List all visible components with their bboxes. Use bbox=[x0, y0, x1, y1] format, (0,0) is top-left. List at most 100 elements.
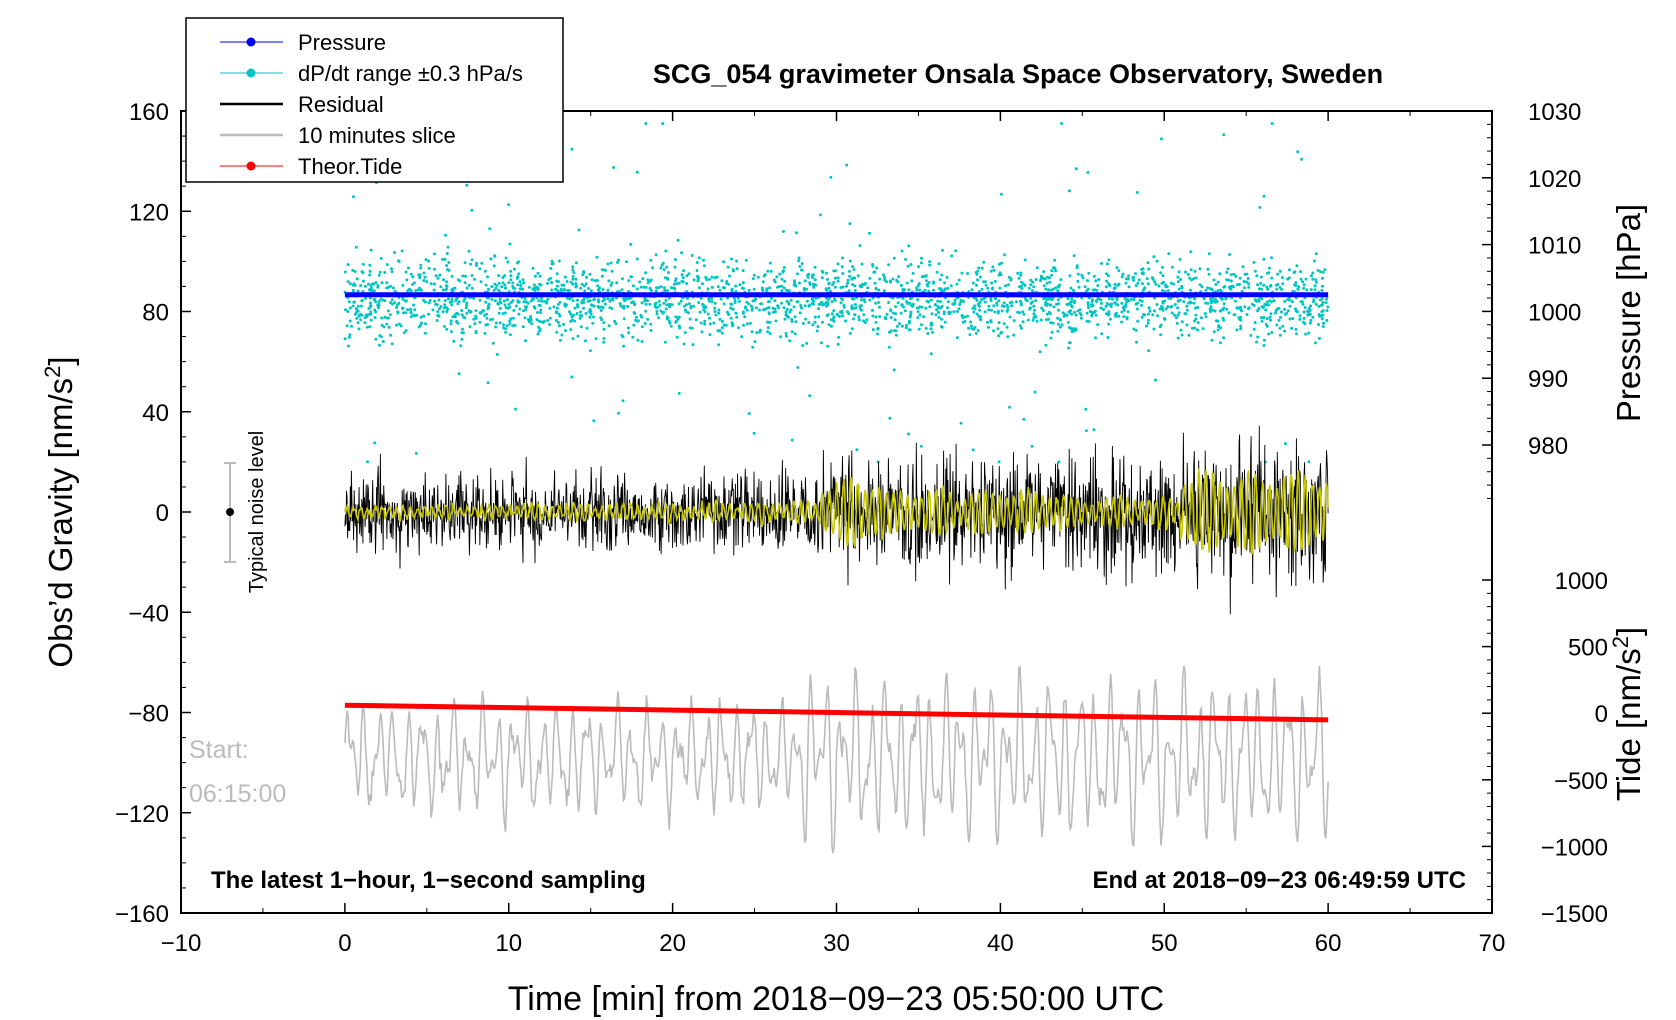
dpdt-point bbox=[556, 321, 560, 324]
dpdt-point bbox=[1239, 327, 1243, 331]
dpdt-point bbox=[555, 306, 559, 310]
y-axis-label-main-sup: 2 bbox=[40, 366, 65, 378]
dpdt-point bbox=[354, 307, 358, 311]
dpdt-point bbox=[1290, 300, 1294, 304]
dpdt-point bbox=[773, 280, 777, 284]
dpdt-point bbox=[1219, 326, 1223, 330]
dpdt-point bbox=[491, 341, 495, 345]
dpdt-point bbox=[908, 301, 912, 305]
dpdt-point bbox=[617, 411, 621, 415]
dpdt-point bbox=[359, 304, 363, 308]
dpdt-point bbox=[354, 245, 358, 249]
dpdt-point bbox=[833, 276, 837, 280]
dpdt-point bbox=[889, 316, 893, 320]
dpdt-point bbox=[872, 270, 876, 274]
dpdt-point bbox=[1187, 301, 1191, 305]
dpdt-point bbox=[729, 306, 733, 310]
dpdt-point bbox=[762, 308, 766, 312]
dpdt-point bbox=[400, 306, 404, 310]
dpdt-point bbox=[353, 283, 357, 287]
dpdt-point bbox=[767, 300, 770, 304]
dpdt-point bbox=[877, 288, 881, 292]
dpdt-point bbox=[881, 273, 885, 277]
bottom-right-note: End at 2018−09−23 06:49:59 UTC bbox=[1092, 867, 1466, 894]
dpdt-point bbox=[562, 288, 566, 291]
dpdt-point bbox=[1176, 280, 1180, 284]
dpdt-point bbox=[646, 317, 650, 321]
dpdt-point bbox=[401, 283, 405, 287]
dpdt-point bbox=[1069, 286, 1073, 290]
dpdt-point bbox=[490, 298, 494, 301]
dpdt-point bbox=[505, 298, 509, 302]
dpdt-point bbox=[1126, 310, 1130, 314]
dpdt-point bbox=[1228, 253, 1232, 256]
dpdt-point bbox=[924, 326, 928, 330]
dpdt-point bbox=[503, 274, 507, 278]
dpdt-point bbox=[832, 280, 836, 284]
dpdt-point bbox=[712, 321, 716, 325]
dpdt-point bbox=[1084, 429, 1088, 433]
dpdt-point bbox=[883, 278, 887, 282]
dpdt-point bbox=[1096, 323, 1100, 327]
dpdt-point bbox=[955, 282, 959, 286]
dpdt-point bbox=[819, 213, 822, 217]
dpdt-point bbox=[601, 299, 605, 303]
dpdt-point bbox=[1045, 298, 1049, 302]
dpdt-point bbox=[489, 257, 493, 261]
dpdt-point bbox=[644, 122, 648, 125]
dpdt-point bbox=[1040, 306, 1044, 310]
dpdt-point bbox=[588, 315, 592, 319]
dpdt-point bbox=[1100, 262, 1103, 265]
dpdt-point bbox=[1241, 265, 1245, 269]
dpdt-point bbox=[851, 317, 855, 321]
dpdt-point bbox=[523, 305, 527, 309]
dpdt-point bbox=[606, 297, 610, 301]
dpdt-point bbox=[1140, 315, 1144, 319]
dpdt-point bbox=[626, 304, 629, 308]
dpdt-point bbox=[1021, 320, 1025, 324]
dpdt-point bbox=[1095, 288, 1099, 292]
dpdt-point bbox=[603, 268, 607, 272]
dpdt-point bbox=[1044, 343, 1048, 347]
dpdt-point bbox=[713, 310, 717, 313]
dpdt-point bbox=[497, 281, 501, 285]
dpdt-point bbox=[780, 289, 784, 293]
dpdt-point bbox=[1160, 305, 1163, 308]
dpdt-point bbox=[669, 286, 673, 290]
tide-series bbox=[344, 702, 1329, 723]
dpdt-point bbox=[1307, 331, 1311, 335]
dpdt-point bbox=[680, 251, 684, 255]
dpdt-point bbox=[811, 282, 815, 286]
dpdt-point bbox=[852, 268, 856, 271]
dpdt-point bbox=[582, 284, 586, 288]
dpdt-point bbox=[663, 340, 667, 344]
dpdt-point bbox=[658, 303, 662, 307]
dpdt-point bbox=[406, 289, 410, 293]
dpdt-point bbox=[919, 444, 923, 448]
dpdt-point bbox=[1267, 332, 1271, 336]
dpdt-point bbox=[977, 304, 981, 308]
dpdt-point bbox=[463, 261, 467, 265]
dpdt-point bbox=[617, 258, 620, 262]
dpdt-point bbox=[509, 269, 513, 273]
dpdt-point bbox=[1313, 259, 1316, 263]
dpdt-point bbox=[836, 279, 840, 283]
dpdt-point bbox=[437, 307, 441, 311]
dpdt-point bbox=[1047, 276, 1051, 280]
dpdt-point bbox=[583, 289, 587, 293]
dpdt-point bbox=[673, 279, 677, 283]
dpdt-point bbox=[813, 315, 817, 319]
dpdt-point bbox=[385, 322, 389, 326]
dpdt-point bbox=[379, 256, 383, 260]
dpdt-point bbox=[1067, 346, 1071, 350]
dpdt-point bbox=[1179, 278, 1183, 281]
dpdt-point bbox=[673, 265, 677, 269]
dpdt-point bbox=[1060, 122, 1063, 125]
dpdt-point bbox=[419, 315, 423, 319]
dpdt-point bbox=[1269, 284, 1272, 288]
dpdt-point bbox=[800, 262, 804, 266]
dpdt-point bbox=[916, 306, 920, 310]
dpdt-point bbox=[846, 281, 850, 285]
dpdt-point bbox=[1158, 325, 1162, 329]
